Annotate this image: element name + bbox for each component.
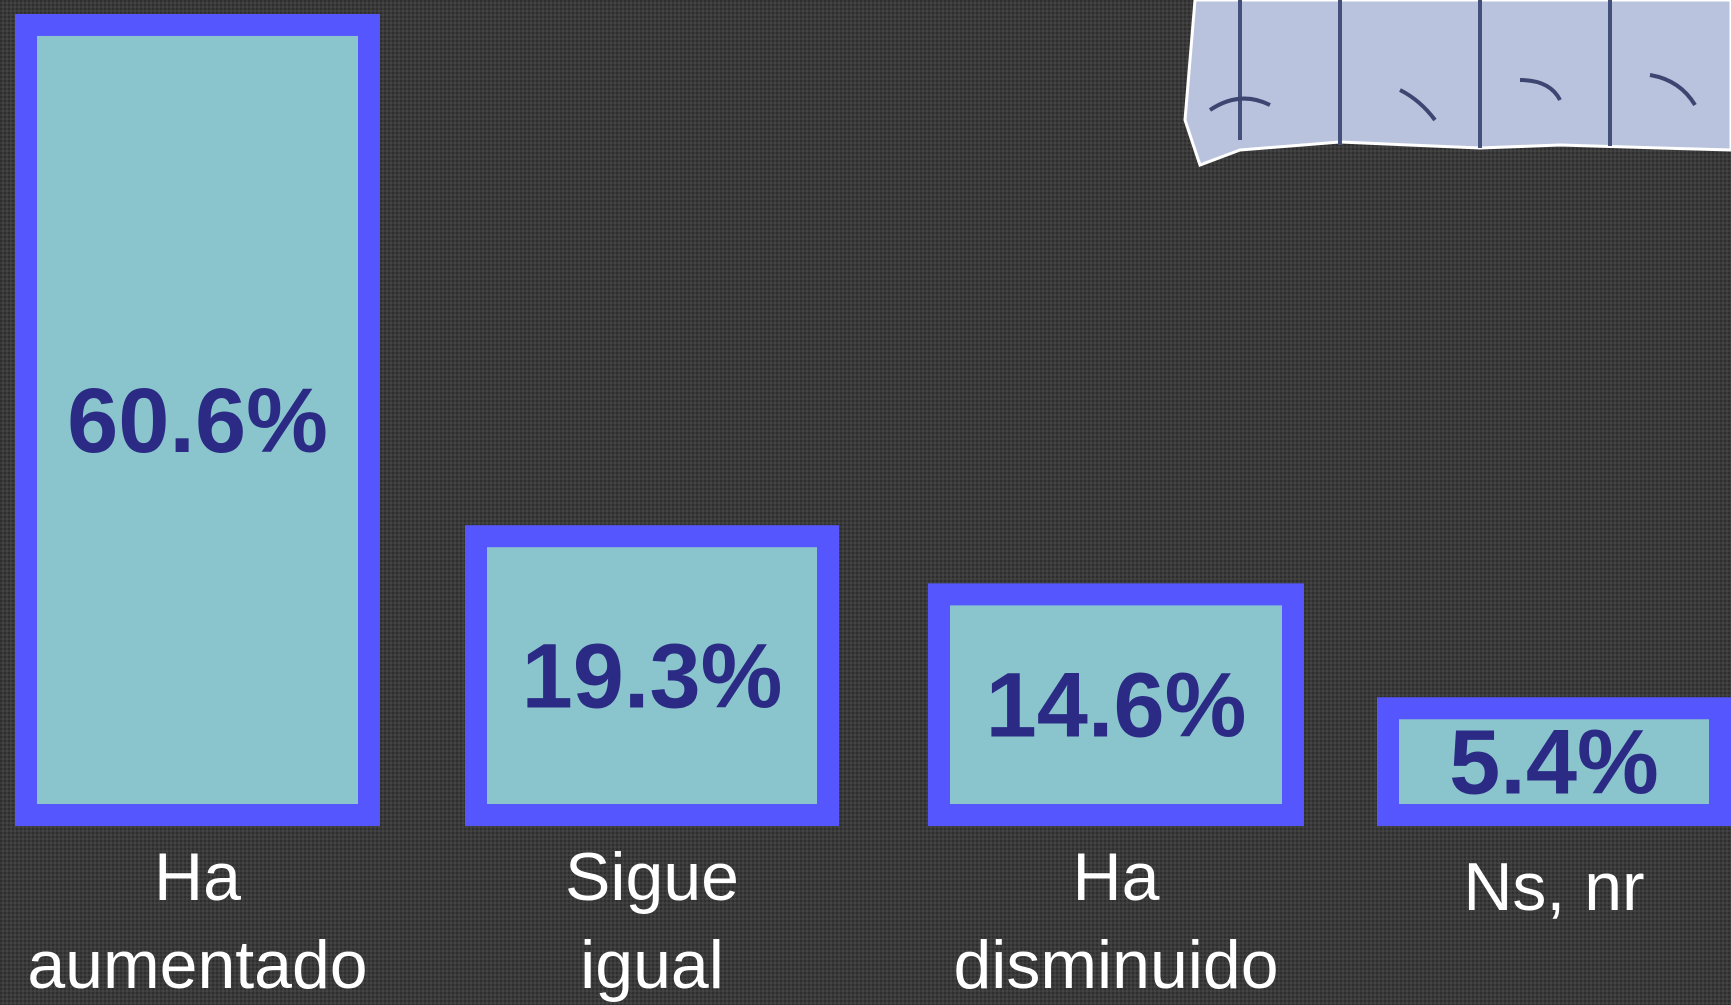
bar [1377,697,1731,827]
value-label: 14.6% [986,655,1247,757]
bar [465,525,839,826]
x-tick-label: Ha disminuido [953,839,1278,1003]
value-label: 5.4% [1449,712,1659,814]
x-tick-label: Ha aumentado [27,839,367,1003]
x-tick-label: Ns, nr [1463,849,1644,925]
illustration [1183,0,1731,167]
bar [15,13,380,826]
value-label: 19.3% [522,626,783,728]
x-tick-label: Sigue igual [565,839,739,1003]
bar [928,583,1304,826]
value-label: 60.6% [67,370,328,472]
